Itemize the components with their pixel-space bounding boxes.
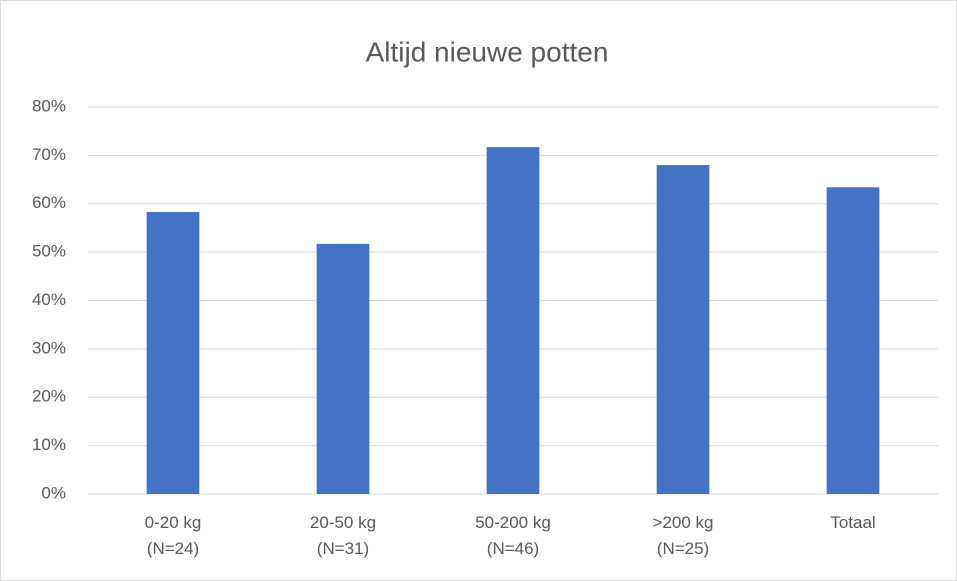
y-tick-label: 60%	[32, 193, 66, 212]
x-tick-label-line: Totaal	[830, 513, 875, 532]
bar	[826, 187, 880, 495]
x-tick-label-line: >200 kg	[653, 513, 714, 532]
bar	[316, 243, 370, 494]
x-tick-label-line: 0-20 kg	[145, 513, 202, 532]
chart-title: Altijd nieuwe potten	[366, 36, 609, 67]
x-tick-label: 0-20 kg (N=24)	[145, 513, 202, 558]
x-tick-label-line: (N=25)	[657, 539, 709, 558]
y-tick-label: 40%	[32, 290, 66, 309]
x-tick-label-line: (N=24)	[147, 539, 199, 558]
y-tick-label: 30%	[32, 338, 66, 357]
bar	[656, 165, 710, 495]
x-tick-label-line: (N=46)	[487, 539, 539, 558]
bar	[486, 147, 540, 494]
x-tick-label: >200 kg (N=25)	[653, 513, 714, 558]
y-tick-label: 20%	[32, 387, 66, 406]
x-tick-label-line: (N=31)	[317, 539, 369, 558]
y-tick-label: 70%	[32, 145, 66, 164]
y-tick-label: 50%	[32, 242, 66, 261]
x-tick-label: Totaal	[830, 513, 875, 532]
x-tick-label: 20-50 kg (N=31)	[310, 513, 376, 558]
x-tick-label-line: 50-200 kg	[475, 513, 551, 532]
bar	[146, 211, 200, 494]
y-tick-label: 0%	[41, 483, 66, 502]
x-tick-label-line: 20-50 kg	[310, 513, 376, 532]
y-tick-label: 10%	[32, 435, 66, 454]
x-tick-label: 50-200 kg (N=46)	[475, 513, 551, 558]
y-tick-label: 80%	[32, 96, 66, 115]
